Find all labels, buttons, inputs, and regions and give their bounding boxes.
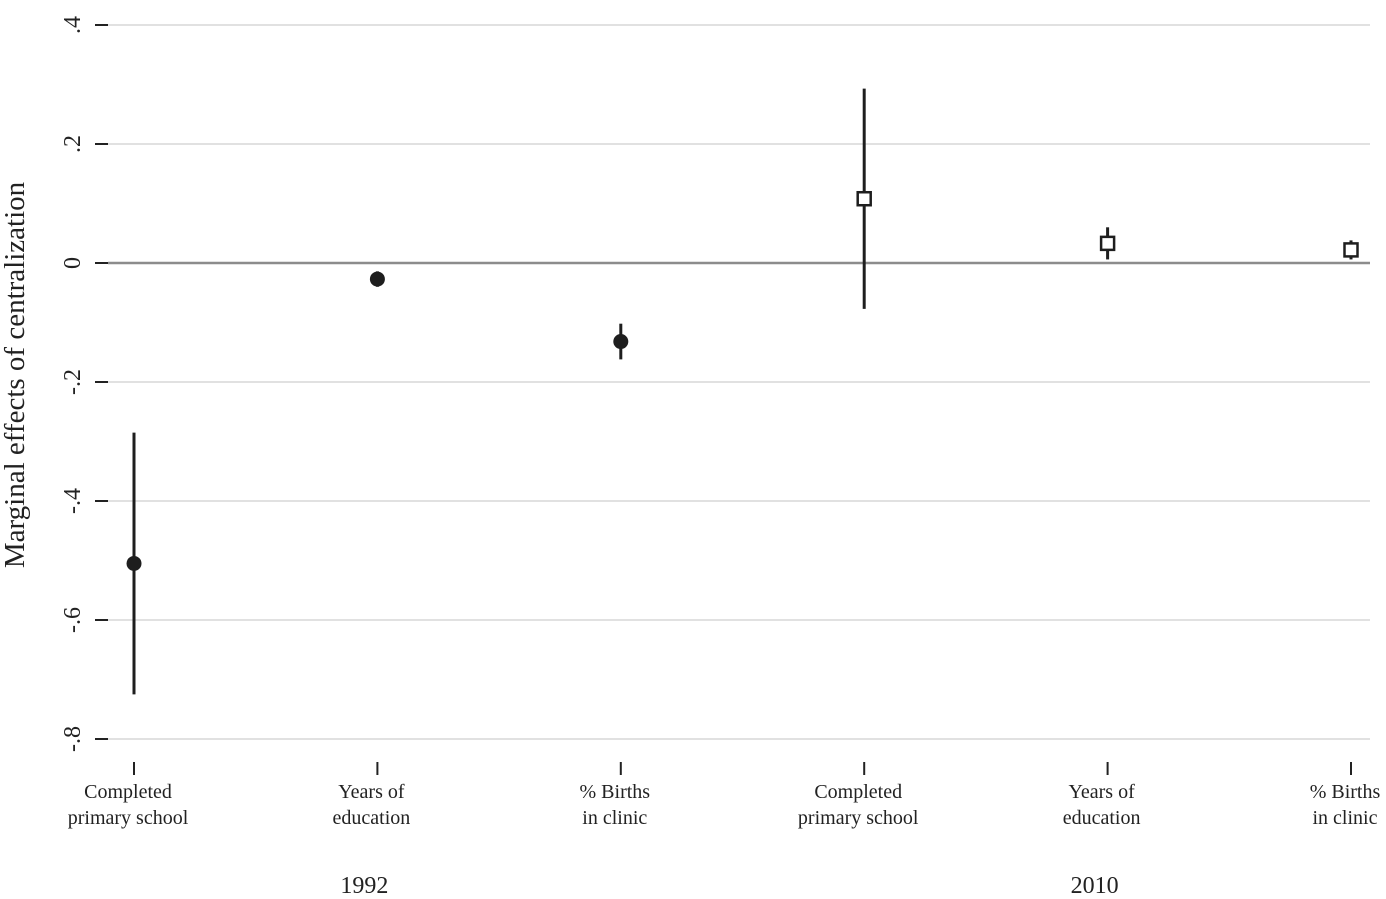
y-tick-label: 0 — [60, 257, 86, 269]
point-estimate — [369, 271, 385, 287]
x-tick-label-line2: primary school — [68, 807, 189, 829]
group-label: 2010 — [1071, 873, 1119, 899]
y-axis: .4 .2 0 -.2 -.4 -.6 -.8 — [60, 16, 108, 752]
y-tick-label: .2 — [60, 135, 86, 153]
x-tick-label-line2: primary school — [798, 807, 919, 829]
x-tick-label-line2: in clinic — [1313, 807, 1378, 829]
x-tick-label-line1: Completed — [814, 781, 902, 803]
x-tick-label-line1: Completed — [84, 781, 172, 803]
x-tick-label-line1: % Births — [580, 781, 651, 803]
gridlines — [108, 24, 1370, 740]
y-tick-label: -.8 — [60, 726, 86, 752]
x-tick-label-line1: Years of — [1068, 781, 1135, 803]
plot-marks — [126, 88, 1359, 695]
x-axis: Completed primary school Years of education… — [68, 762, 1381, 899]
x-tick-label-line2: education — [333, 807, 411, 829]
point-estimate — [856, 190, 872, 207]
x-tick-label-line2: education — [1063, 807, 1141, 829]
y-tick-label: -.6 — [60, 607, 86, 633]
point-estimate — [1343, 242, 1359, 258]
point-estimate — [1099, 235, 1116, 252]
y-tick-label: -.2 — [60, 369, 86, 395]
y-axis-label: Marginal effects of centralization — [0, 181, 31, 568]
x-tick-label-line1: Years of — [338, 781, 405, 803]
point-estimate — [613, 334, 629, 350]
x-tick-label-line1: % Births — [1310, 781, 1381, 803]
x-tick-label-line2: in clinic — [582, 807, 647, 829]
point-estimate — [126, 555, 142, 571]
y-tick-label: .4 — [60, 16, 86, 34]
group-label: 1992 — [340, 873, 388, 899]
y-tick-label: -.4 — [60, 488, 86, 514]
